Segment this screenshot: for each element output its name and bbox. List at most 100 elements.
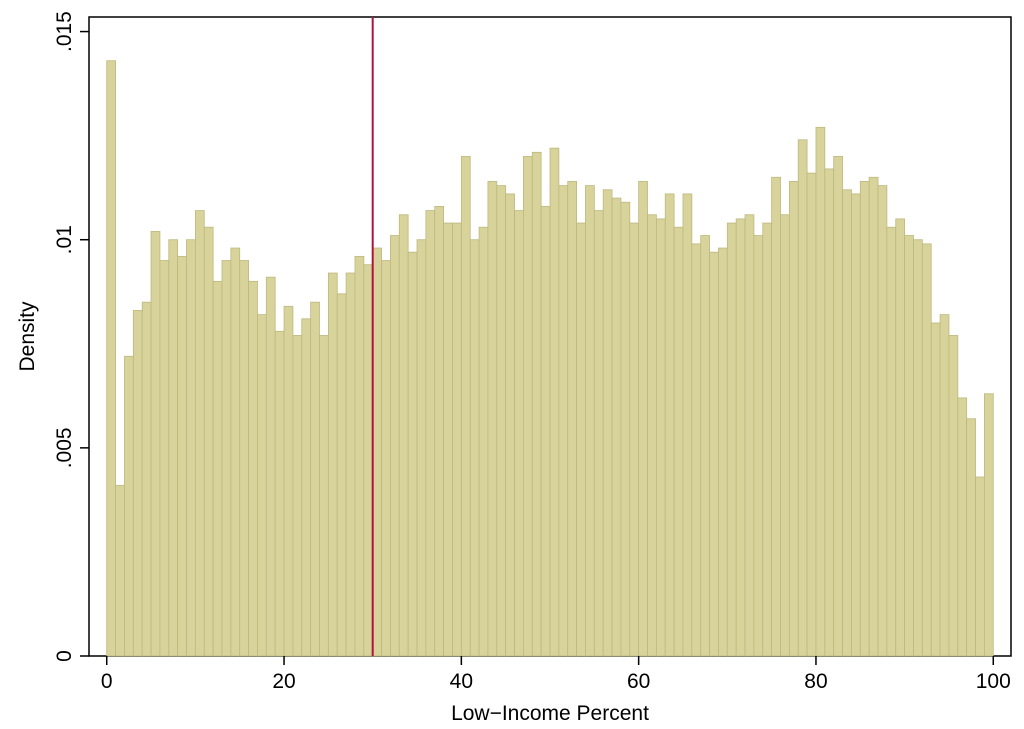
histogram-bar <box>620 201 631 657</box>
histogram-bar <box>132 310 143 657</box>
histogram-bar <box>886 226 897 657</box>
x-tick-label: 80 <box>804 670 827 693</box>
histogram-bar <box>859 181 870 657</box>
histogram-bar <box>177 255 187 657</box>
histogram-bar <box>124 355 134 657</box>
x-tick-label: 100 <box>976 670 1011 693</box>
histogram-bar <box>425 210 436 657</box>
histogram-bar <box>345 272 356 657</box>
histogram-bar <box>549 147 560 657</box>
histogram-bar <box>851 193 861 657</box>
histogram-bar <box>398 214 409 657</box>
histogram-bar <box>904 235 914 657</box>
histogram-bar <box>514 210 524 657</box>
histogram-bar <box>531 151 542 657</box>
histogram-bar <box>966 418 976 657</box>
histogram-bar <box>372 247 382 657</box>
histogram-bar <box>390 235 400 657</box>
histogram-bar <box>664 193 675 657</box>
histogram-bar <box>265 276 276 657</box>
histogram-bar <box>753 235 764 657</box>
histogram-bar <box>833 156 843 657</box>
histogram-bar <box>930 322 941 657</box>
y-axis-title: Density <box>16 301 39 372</box>
histogram-bar <box>212 280 223 657</box>
histogram-bar <box>434 206 445 657</box>
histogram-bar <box>523 156 533 657</box>
x-tick-label: 20 <box>272 670 295 693</box>
histogram-bar <box>336 293 347 657</box>
x-tick-label: 60 <box>627 670 650 693</box>
histogram-bar <box>221 260 232 657</box>
x-tick-label: 0 <box>101 670 113 693</box>
histogram-bar <box>460 156 471 657</box>
histogram-bars <box>106 60 994 657</box>
histogram-bar <box>115 484 125 657</box>
histogram-bar <box>726 222 737 657</box>
histogram-bar <box>141 301 152 657</box>
histogram-bar <box>203 226 214 657</box>
histogram-bar <box>771 176 781 657</box>
histogram-bar <box>913 239 923 657</box>
histogram-bar <box>478 226 489 657</box>
histogram-bar <box>248 280 258 657</box>
histogram-bar <box>381 260 391 657</box>
x-axis-title: Low−Income Percent <box>451 702 649 725</box>
histogram-bar <box>106 60 117 657</box>
histogram-bar <box>301 318 312 657</box>
histogram-bar <box>655 218 666 657</box>
histogram-bar <box>567 181 577 657</box>
histogram-bar <box>709 251 719 657</box>
histogram-bar <box>283 305 294 657</box>
histogram-bar <box>868 176 879 657</box>
histogram-bar <box>274 330 285 657</box>
histogram-bar <box>921 243 932 657</box>
histogram-bar <box>744 214 755 657</box>
y-axis: 0 .005 .01 .015 <box>53 11 89 662</box>
histogram-bar <box>585 185 595 657</box>
histogram-bar <box>611 197 622 657</box>
histogram-bar <box>469 239 480 657</box>
histogram-bar <box>647 214 657 657</box>
histogram-bar <box>194 210 205 657</box>
histogram-bar <box>593 210 604 657</box>
histogram-bar <box>948 335 959 657</box>
histogram-bar <box>691 243 702 657</box>
histogram-bar <box>762 222 773 657</box>
histogram-bar <box>682 193 693 657</box>
histogram-bar <box>292 335 303 657</box>
histogram-bar <box>319 335 329 657</box>
histogram-bar <box>895 218 906 657</box>
histogram-bar <box>443 222 453 657</box>
y-tick-label: .01 <box>53 225 76 254</box>
y-tick-label: 0 <box>53 650 76 662</box>
histogram-bar <box>877 185 888 657</box>
y-tick-label: .005 <box>53 427 76 468</box>
histogram-bar <box>540 206 551 657</box>
histogram-bar <box>327 272 338 657</box>
histogram-bar <box>824 168 835 657</box>
histogram-bar <box>186 239 196 657</box>
histogram-bar <box>558 185 569 657</box>
histogram-bar <box>230 247 241 657</box>
y-tick-label: .015 <box>53 11 76 52</box>
histogram-bar <box>168 239 179 657</box>
histogram-bar <box>354 255 365 657</box>
histogram-bar <box>239 260 249 657</box>
histogram-bar <box>576 222 586 657</box>
histogram-bar <box>407 251 418 657</box>
histogram-bar <box>150 230 161 657</box>
histogram-bar <box>638 181 648 657</box>
histogram-bar <box>673 226 684 657</box>
histogram-bar <box>310 301 320 657</box>
histogram-bar <box>735 218 746 657</box>
histogram-bar <box>939 314 950 657</box>
histogram-bar <box>957 397 968 657</box>
histogram-bar <box>797 139 808 657</box>
histogram-bar <box>788 181 799 657</box>
histogram-bar <box>718 247 728 657</box>
histogram-bar <box>700 235 710 657</box>
histogram-bar <box>984 393 994 657</box>
x-axis: 0 20 40 60 80 100 <box>101 656 1011 693</box>
